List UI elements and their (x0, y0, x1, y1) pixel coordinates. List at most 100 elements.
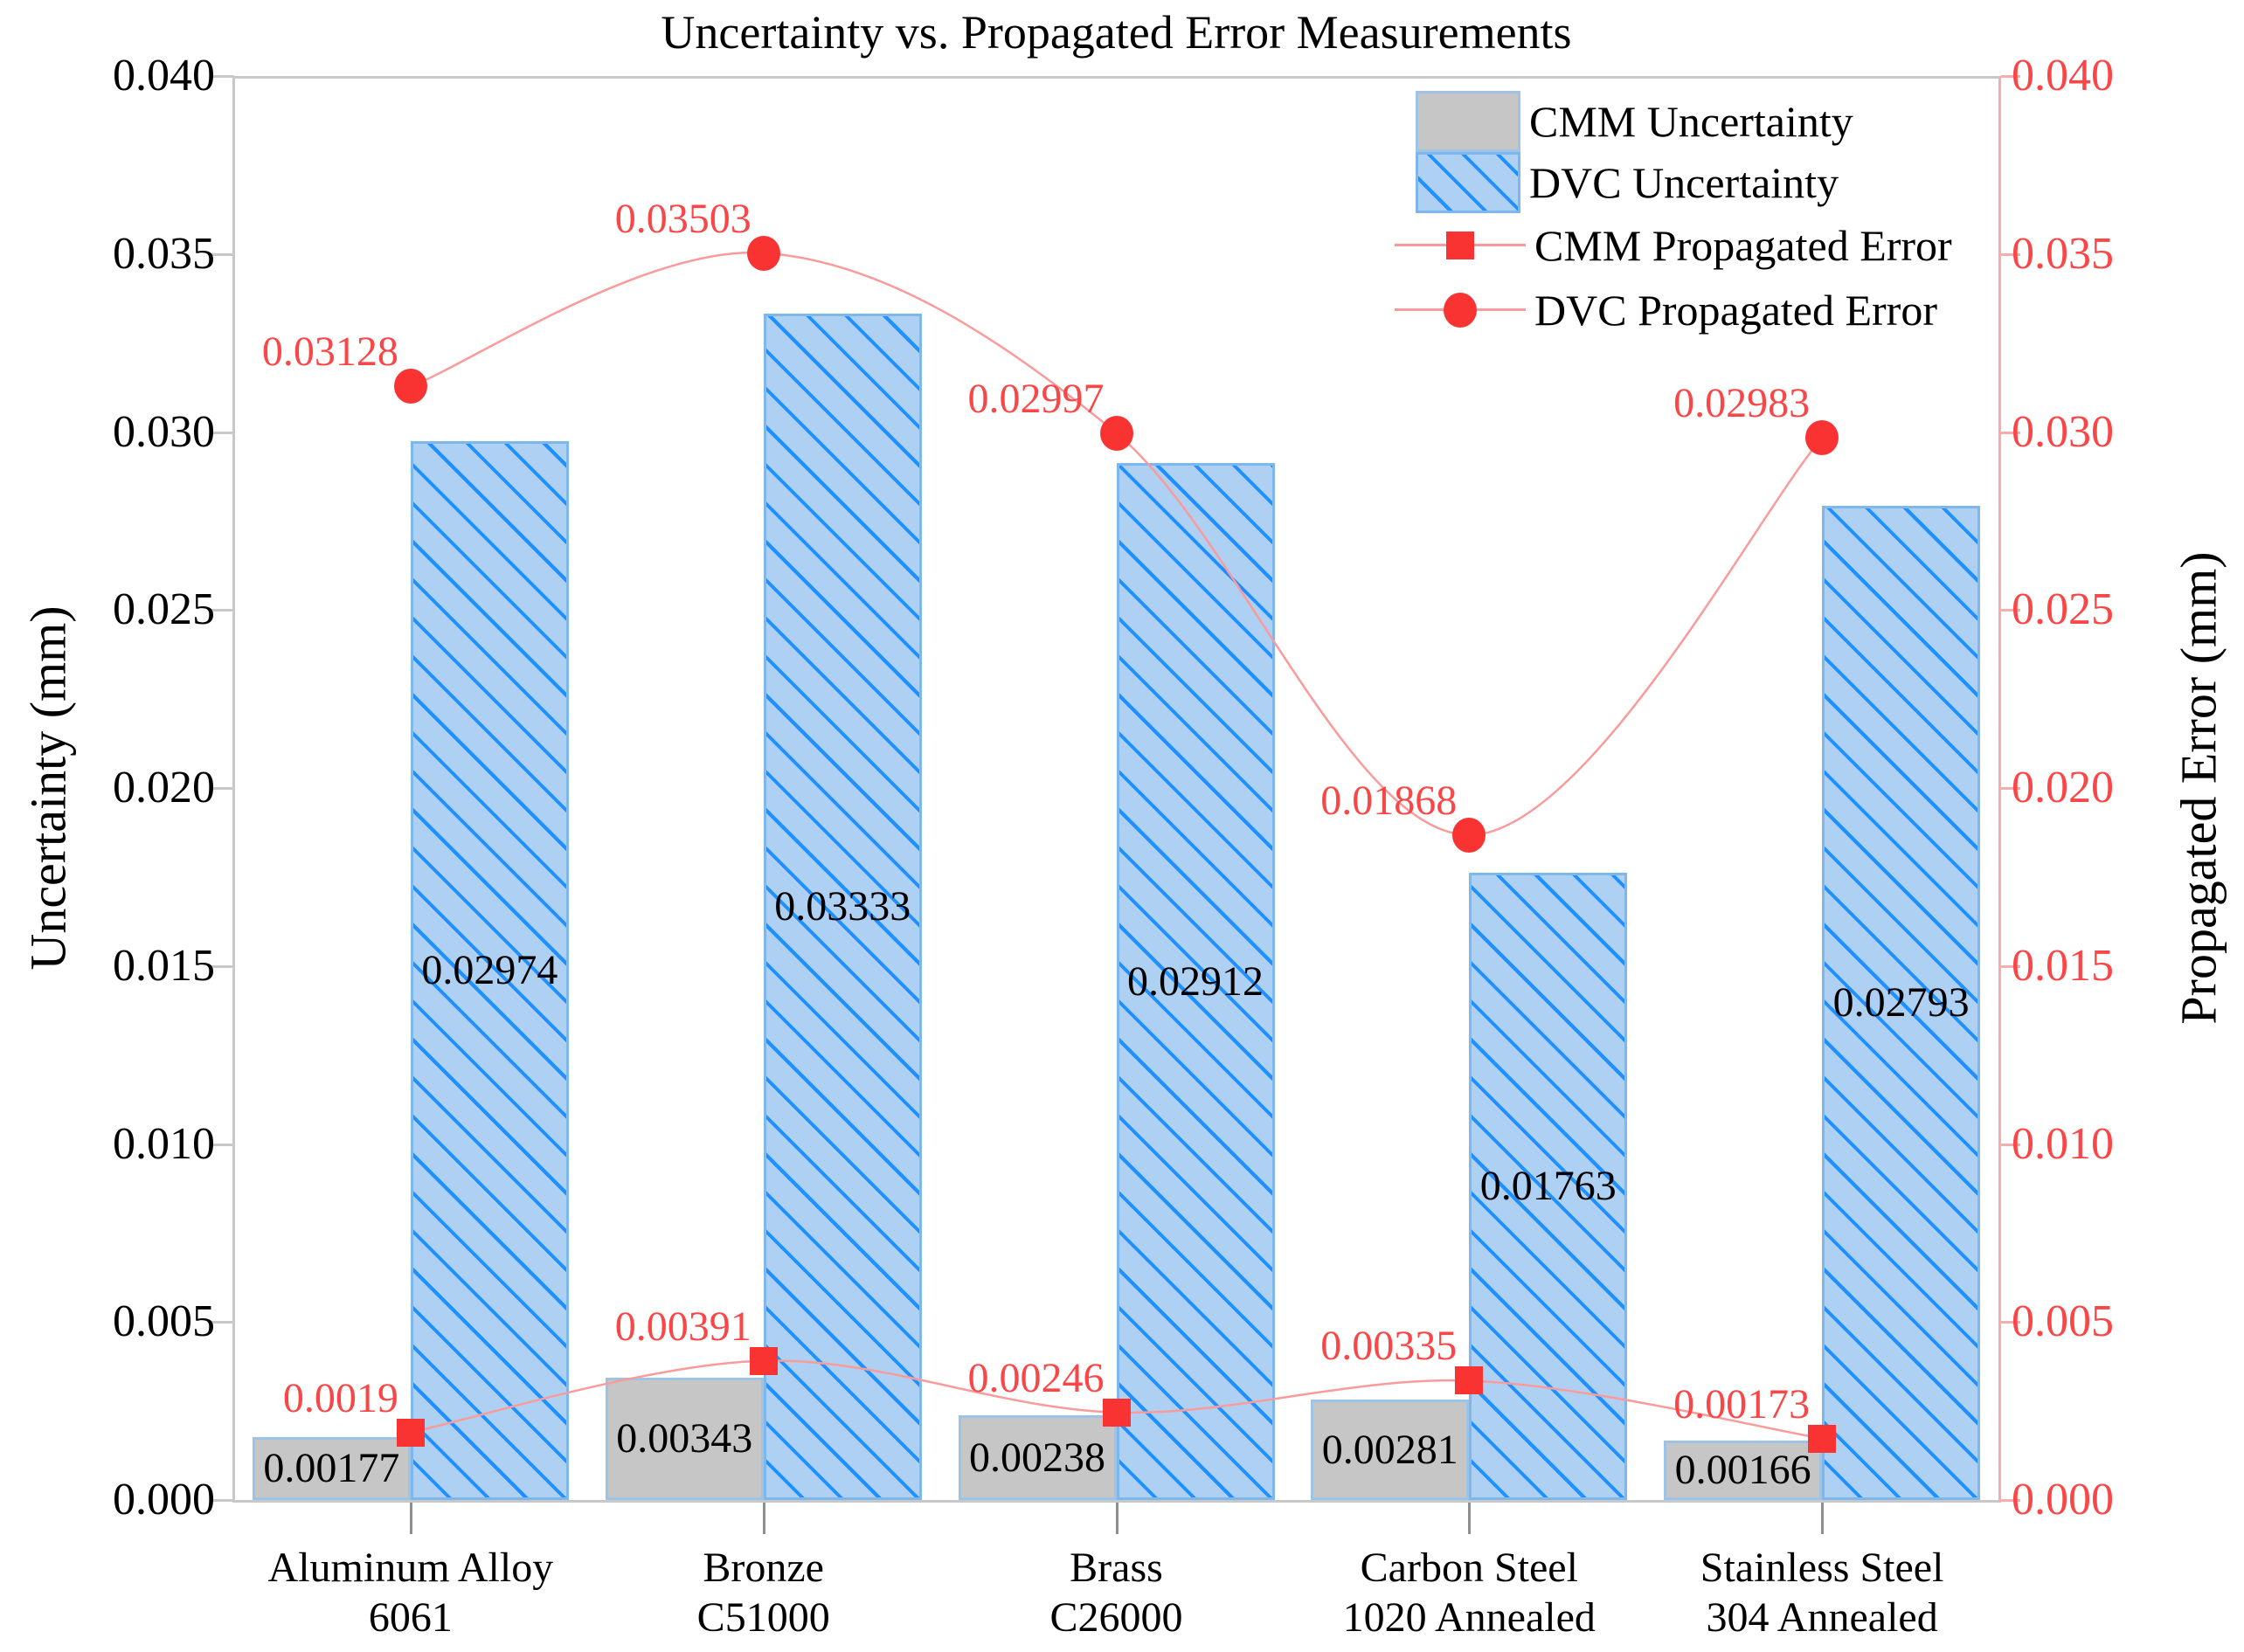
point-value-label: 0.00173 (1673, 1380, 1811, 1427)
dvc-uncertainty-bar (1822, 505, 1981, 1500)
y-tick-label-left: 0.025 (113, 584, 215, 635)
y-tick-left (210, 787, 234, 790)
y-tick-label-right: 0.015 (2012, 940, 2114, 991)
point-value-label: 0.00335 (1320, 1323, 1458, 1370)
y-tick-label-left: 0.015 (113, 940, 215, 991)
y-tick-label-left: 0.040 (113, 51, 215, 100)
y-tick-right (2001, 431, 2020, 434)
point-value-label: 0.02997 (967, 375, 1105, 422)
dvc-propagated-error-marker (1805, 420, 1839, 456)
square-marker-icon (1446, 232, 1474, 259)
dvc-uncertainty-bar (1116, 463, 1275, 1500)
y-tick-label-left: 0.030 (113, 406, 215, 457)
y-tick-label-right: 0.030 (2012, 406, 2114, 457)
point-value-label: 0.00246 (967, 1354, 1105, 1401)
bar-value-label: 0.02793 (1832, 978, 1970, 1026)
y-tick-label-left: 0.005 (113, 1296, 215, 1347)
bar-value-label: 0.00166 (1674, 1447, 1811, 1494)
y-tick-label-right: 0.020 (2012, 763, 2114, 812)
y-tick-right (2001, 1499, 2020, 1502)
legend-item-dvc-propagated-error: DVC Propagated Error (1395, 278, 1952, 342)
y-tick-label-right: 0.035 (2012, 228, 2114, 279)
cmm-propagated-error-marker (1102, 1398, 1131, 1427)
y-tick-left (210, 609, 234, 612)
x-tick (762, 1503, 765, 1534)
y-tick-label-right: 0.040 (2012, 51, 2114, 100)
y-tick-left (210, 1499, 234, 1502)
legend-swatch-dvc-uncertainty (1416, 152, 1520, 213)
legend-swatch-cmm-uncertainty (1416, 91, 1520, 152)
dvc-uncertainty-bar (410, 441, 569, 1500)
legend-label: DVC Propagated Error (1534, 286, 1937, 335)
cmm-uncertainty-bar (605, 1378, 764, 1500)
dvc-uncertainty-bar (763, 313, 922, 1500)
x-tick-label: Brass C26000 (1049, 1545, 1183, 1641)
y-tick-right (2001, 1321, 2020, 1324)
legend-item-cmm-uncertainty: CMM Uncertainty (1395, 91, 1952, 152)
y-tick-label-right: 0.010 (2012, 1118, 2114, 1169)
y-tick-left (210, 1321, 234, 1324)
point-value-label: 0.01868 (1320, 777, 1458, 824)
bar-value-label: 0.02912 (1127, 957, 1264, 1005)
x-tick (1115, 1503, 1119, 1534)
bar-value-label: 0.03333 (774, 882, 911, 930)
point-value-label: 0.00391 (614, 1303, 751, 1350)
legend-label: CMM Uncertainty (1529, 97, 1853, 146)
x-tick-label: Stainless Steel 304 Annealed (1700, 1545, 1944, 1641)
x-tick-label: Aluminum Alloy 6061 (267, 1545, 554, 1641)
y-tick-left (210, 75, 234, 78)
bar-value-label: 0.01763 (1479, 1162, 1617, 1209)
cmm-uncertainty-bar (1311, 1400, 1470, 1500)
circle-marker-icon (1444, 293, 1477, 328)
x-tick (1821, 1503, 1825, 1534)
y-tick-label-right: 0.025 (2012, 584, 2114, 635)
cmm-uncertainty-bar (958, 1415, 1117, 1500)
top-spine (234, 76, 2001, 79)
y-tick-left (210, 431, 234, 434)
y-tick-left (210, 1143, 234, 1146)
y-tick-label-left: 0.035 (113, 228, 215, 279)
cmm-propagated-error-marker (396, 1418, 425, 1447)
cmm-propagated-error-marker (749, 1346, 778, 1375)
y-tick-left (210, 252, 234, 256)
point-value-label: 0.03503 (614, 195, 751, 242)
x-tick (409, 1503, 412, 1534)
y-tick-label-right: 0.005 (2012, 1296, 2114, 1347)
point-value-label: 0.02983 (1673, 380, 1811, 427)
y-tick-right (2001, 75, 2020, 78)
legend: CMM Uncertainty DVC Uncertainty CMM Prop… (1395, 91, 1952, 342)
y-axis-title-right: Propagated Error (mm) (2170, 551, 2227, 1025)
y-tick-right (2001, 787, 2020, 790)
dvc-propagated-error-marker (746, 235, 780, 271)
cmm-propagated-error-marker (1808, 1424, 1837, 1453)
y-tick-right (2001, 964, 2020, 968)
x-tick-label: Bronze C51000 (696, 1545, 830, 1641)
y-tick-label-left: 0.000 (113, 1475, 215, 1524)
cmm-uncertainty-bar (252, 1436, 411, 1500)
y-tick-right (2001, 1143, 2020, 1146)
dvc-uncertainty-bar (1469, 872, 1628, 1500)
cmm-uncertainty-bar (1664, 1441, 1823, 1500)
x-tick-label: Carbon Steel 1020 Annealed (1342, 1545, 1596, 1641)
chart-title: Uncertainty vs. Propagated Error Measure… (661, 6, 1572, 59)
dvc-propagated-error-marker (393, 369, 427, 404)
x-tick (1468, 1503, 1472, 1534)
bar-value-label: 0.00281 (1321, 1426, 1458, 1473)
bottom-spine (232, 1500, 2001, 1503)
y-tick-label-right: 0.000 (2012, 1475, 2114, 1524)
y-tick-label-left: 0.020 (113, 763, 215, 812)
point-value-label: 0.0019 (282, 1374, 398, 1421)
dvc-propagated-error-marker (1099, 415, 1133, 451)
right-spine (1998, 76, 2001, 1503)
dvc-propagated-error-marker (1452, 817, 1486, 853)
legend-item-cmm-propagated-error: CMM Propagated Error (1395, 213, 1952, 278)
legend-swatch-dvc-propagated-error (1395, 278, 1526, 342)
bar-value-label: 0.00343 (616, 1415, 753, 1462)
bar-value-label: 0.00177 (263, 1444, 400, 1491)
legend-item-dvc-uncertainty: DVC Uncertainty (1395, 152, 1952, 213)
legend-swatch-cmm-propagated-error (1395, 213, 1526, 278)
legend-label: DVC Uncertainty (1529, 158, 1839, 207)
y-tick-right (2001, 609, 2020, 612)
y-tick-label-left: 0.010 (113, 1118, 215, 1169)
